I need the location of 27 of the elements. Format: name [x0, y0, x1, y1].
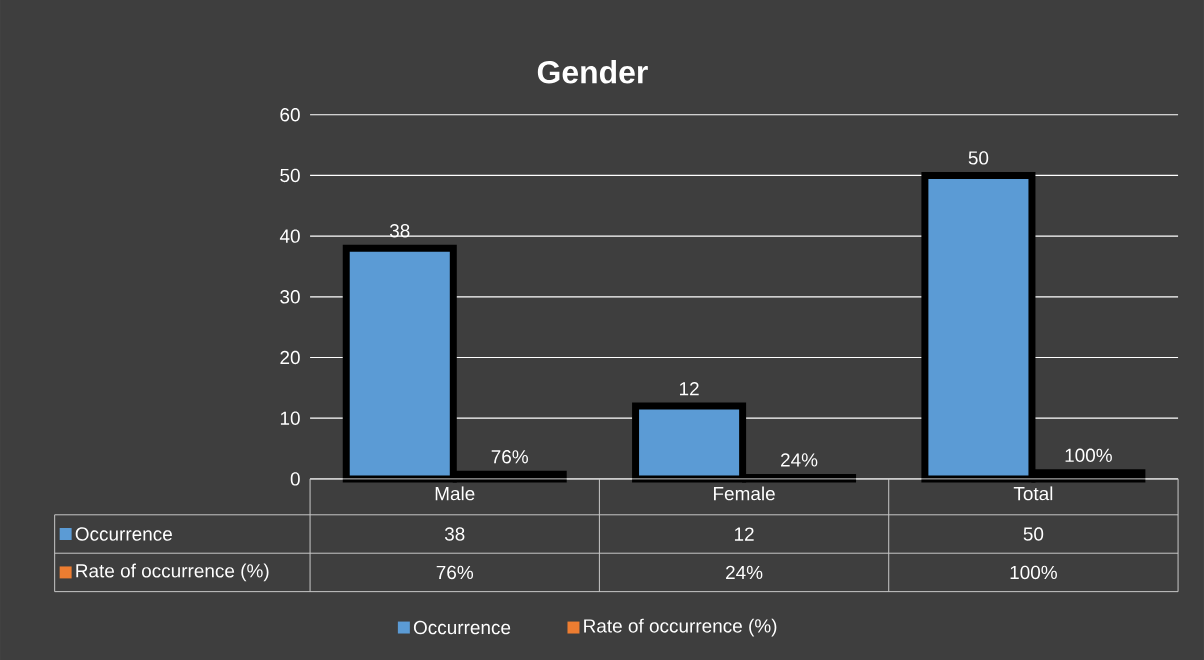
y-tick-label: 30: [280, 289, 300, 304]
y-tick-label: 20: [280, 350, 300, 364]
chart-title: Gender: [537, 59, 648, 84]
data-label: 76%: [436, 565, 474, 579]
x-tick-label: Total: [1013, 486, 1053, 501]
text: 12: [679, 381, 699, 396]
data-label: 38: [444, 527, 465, 541]
y-tick-label: 40: [279, 229, 300, 243]
text: Occurrence: [75, 527, 172, 541]
data-label: 50: [1023, 527, 1044, 541]
y-tick-label: 10: [280, 411, 300, 425]
data-label: 100%: [1010, 565, 1057, 579]
text: 24%: [781, 453, 818, 467]
data-label: 24%: [726, 565, 763, 579]
data-label: 12: [734, 527, 754, 541]
text: 76%: [491, 449, 528, 464]
text: 50: [968, 150, 989, 165]
y-tick-label: 60: [280, 107, 300, 122]
legend-label: Rate of occurrence (%): [584, 618, 777, 637]
legend-label: Occurrence: [413, 620, 511, 635]
x-tick-label: Male: [435, 486, 475, 501]
x-tick-label: Female: [714, 486, 775, 501]
text: Rate of occurrence (%): [76, 563, 269, 582]
text: 100%: [1065, 448, 1112, 462]
y-tick-label: 0: [290, 471, 300, 486]
y-tick-label: 50: [280, 168, 300, 182]
text: 38: [389, 223, 410, 238]
